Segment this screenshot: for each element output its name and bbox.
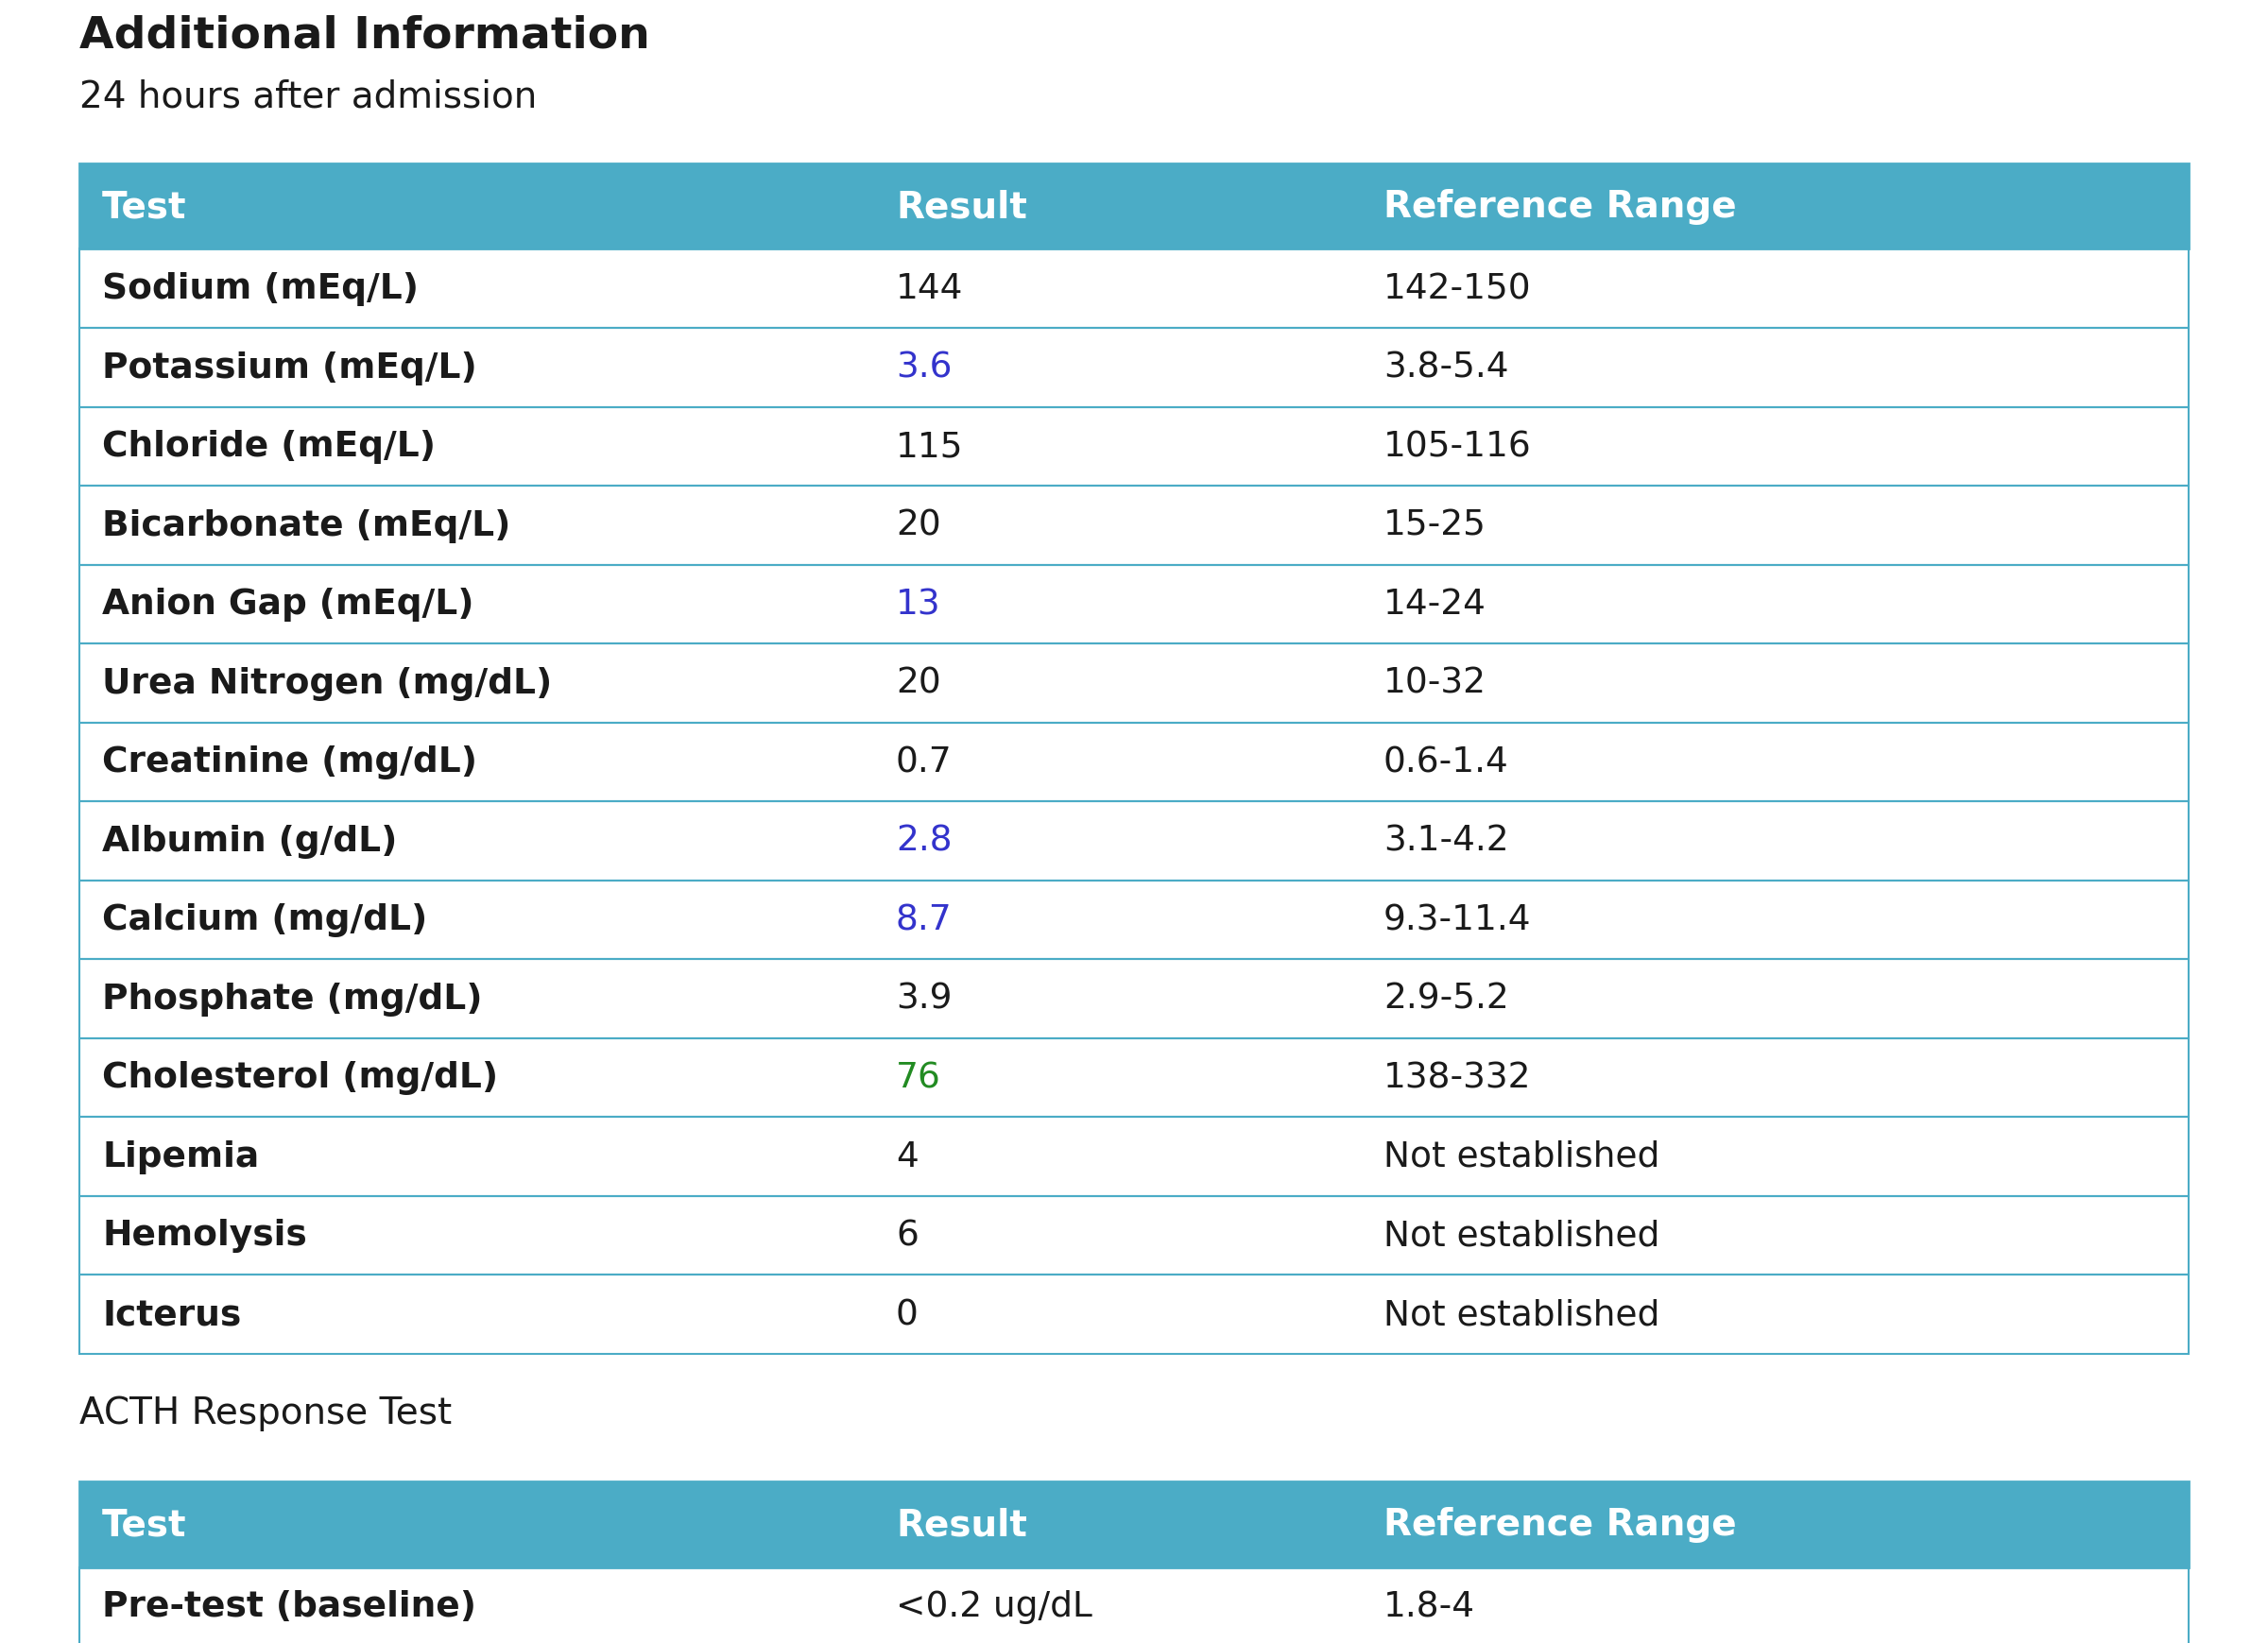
Bar	[79, 960, 2189, 1038]
Bar	[79, 1482, 2189, 1567]
Bar	[79, 407, 2189, 486]
Bar	[79, 1117, 2189, 1196]
Bar	[79, 565, 2189, 644]
Text: 8.7: 8.7	[896, 904, 953, 937]
Bar	[79, 407, 2189, 486]
Text: Potassium (mEq/L): Potassium (mEq/L)	[102, 352, 476, 384]
Text: 9.3-11.4: 9.3-11.4	[1383, 904, 1531, 937]
Bar	[79, 1482, 2189, 1567]
Text: Result: Result	[896, 189, 1027, 225]
Text: 142-150: 142-150	[1383, 273, 1531, 306]
Bar	[79, 486, 2189, 565]
Text: Sodium (mEq/L): Sodium (mEq/L)	[102, 273, 420, 306]
Text: 3.1-4.2: 3.1-4.2	[1383, 825, 1508, 858]
Text: Reference Range: Reference Range	[1383, 1507, 1737, 1543]
Text: Test: Test	[102, 189, 186, 225]
Text: Hemolysis: Hemolysis	[102, 1219, 306, 1252]
Text: Pre-test (baseline): Pre-test (baseline)	[102, 1589, 476, 1623]
Text: Reference Range: Reference Range	[1383, 189, 1737, 225]
Text: 144: 144	[896, 273, 964, 306]
Text: 138-332: 138-332	[1383, 1061, 1531, 1094]
Text: Bicarbonate (mEq/L): Bicarbonate (mEq/L)	[102, 509, 510, 542]
Text: Test: Test	[102, 1507, 186, 1543]
Text: Not established: Not established	[1383, 1298, 1660, 1331]
Bar	[79, 1275, 2189, 1354]
Text: Not established: Not established	[1383, 1140, 1660, 1173]
Text: 2.8: 2.8	[896, 825, 953, 858]
Text: 3.6: 3.6	[896, 352, 953, 384]
Bar	[79, 164, 2189, 250]
Bar	[79, 802, 2189, 881]
Text: 115: 115	[896, 430, 964, 463]
Text: 105-116: 105-116	[1383, 430, 1531, 463]
Text: Lipemia: Lipemia	[102, 1140, 259, 1173]
Bar	[79, 644, 2189, 723]
Text: 4: 4	[896, 1140, 919, 1173]
Bar	[79, 1275, 2189, 1354]
Text: 13: 13	[896, 588, 941, 621]
Text: 6: 6	[896, 1219, 919, 1252]
Text: Anion Gap (mEq/L): Anion Gap (mEq/L)	[102, 588, 474, 621]
Text: Calcium (mg/dL): Calcium (mg/dL)	[102, 904, 426, 937]
Text: Additional Information: Additional Information	[79, 15, 651, 58]
Text: 76: 76	[896, 1061, 941, 1094]
Bar	[79, 1038, 2189, 1117]
Text: 1.8-4: 1.8-4	[1383, 1589, 1474, 1623]
Text: 0.7: 0.7	[896, 746, 953, 779]
Text: 10-32: 10-32	[1383, 667, 1486, 700]
Text: Not established: Not established	[1383, 1219, 1660, 1252]
Bar	[79, 1038, 2189, 1117]
Bar	[79, 1117, 2189, 1196]
Bar	[79, 881, 2189, 960]
Text: 20: 20	[896, 667, 941, 700]
Text: Icterus: Icterus	[102, 1298, 240, 1331]
Bar	[79, 802, 2189, 881]
Text: Urea Nitrogen (mg/dL): Urea Nitrogen (mg/dL)	[102, 667, 551, 700]
Text: Phosphate (mg/dL): Phosphate (mg/dL)	[102, 983, 483, 1015]
Text: 3.9: 3.9	[896, 983, 953, 1015]
Text: ACTH Response Test: ACTH Response Test	[79, 1395, 451, 1431]
Text: 0: 0	[896, 1298, 919, 1331]
Text: 14-24: 14-24	[1383, 588, 1486, 621]
Bar	[79, 565, 2189, 644]
Text: Result: Result	[896, 1507, 1027, 1543]
Bar	[79, 644, 2189, 723]
Bar	[79, 960, 2189, 1038]
Bar	[79, 164, 2189, 250]
Bar	[79, 1196, 2189, 1275]
Bar	[79, 486, 2189, 565]
Text: 0.6-1.4: 0.6-1.4	[1383, 746, 1508, 779]
Text: Cholesterol (mg/dL): Cholesterol (mg/dL)	[102, 1061, 499, 1094]
Text: <0.2 ug/dL: <0.2 ug/dL	[896, 1589, 1093, 1623]
Bar	[79, 1567, 2189, 1643]
Bar	[79, 329, 2189, 407]
Bar	[79, 881, 2189, 960]
Bar	[79, 250, 2189, 329]
Text: Chloride (mEq/L): Chloride (mEq/L)	[102, 430, 435, 463]
Text: 15-25: 15-25	[1383, 509, 1486, 542]
Text: 24 hours after admission: 24 hours after admission	[79, 79, 538, 115]
Text: 2.9-5.2: 2.9-5.2	[1383, 983, 1508, 1015]
Text: Albumin (g/dL): Albumin (g/dL)	[102, 825, 397, 858]
Bar	[79, 1196, 2189, 1275]
Bar	[79, 723, 2189, 802]
Bar	[79, 250, 2189, 329]
Bar	[79, 329, 2189, 407]
Text: Creatinine (mg/dL): Creatinine (mg/dL)	[102, 746, 476, 779]
Bar	[79, 723, 2189, 802]
Text: 20: 20	[896, 509, 941, 542]
Text: 3.8-5.4: 3.8-5.4	[1383, 352, 1508, 384]
Bar	[79, 1567, 2189, 1643]
